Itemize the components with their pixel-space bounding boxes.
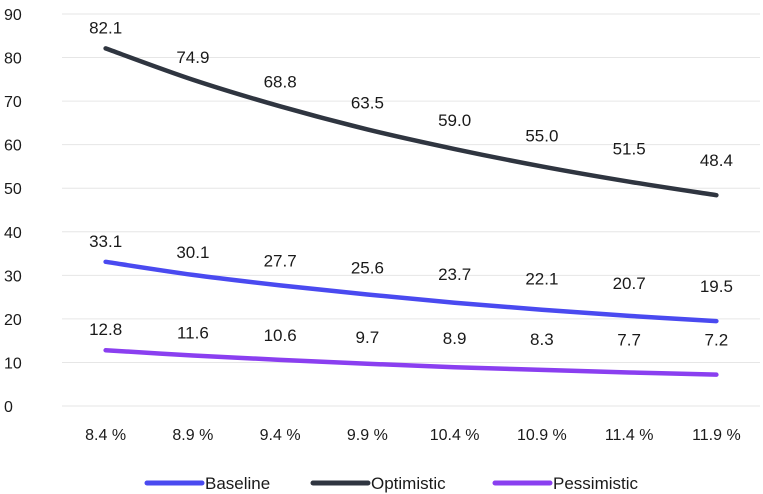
data-label-optimistic: 48.4	[700, 151, 733, 170]
x-tick-label: 8.4 %	[85, 427, 126, 444]
data-label-pessimistic: 12.8	[89, 320, 122, 339]
series-line-baseline	[103, 259, 719, 324]
data-label-baseline: 22.1	[525, 270, 558, 289]
data-label-pessimistic: 8.3	[530, 330, 554, 349]
y-tick-label: 20	[4, 312, 22, 329]
data-label-pessimistic: 8.9	[443, 329, 467, 348]
data-label-baseline: 20.7	[613, 274, 646, 293]
y-tick-label: 0	[4, 399, 13, 416]
data-label-baseline: 33.1	[89, 232, 122, 251]
x-tick-label: 8.9 %	[172, 427, 213, 444]
legend-label: Pessimistic	[553, 474, 639, 493]
y-tick-label: 70	[4, 94, 22, 111]
x-tick-label: 10.4 %	[430, 427, 480, 444]
y-tick-label: 40	[4, 225, 22, 242]
data-label-optimistic: 59.0	[438, 111, 471, 130]
data-label-optimistic: 82.1	[89, 18, 122, 37]
data-labels: 33.1 30.1 27.7 25.6 23.7 22.1 20.7 19.5 82.1 74.9…	[89, 18, 733, 349]
data-label-optimistic: 74.9	[176, 48, 209, 67]
gridlines	[62, 13, 760, 407]
data-label-optimistic: 68.8	[264, 72, 297, 91]
data-label-baseline: 25.6	[351, 258, 384, 277]
y-tick-label: 10	[4, 355, 22, 372]
data-label-baseline: 27.7	[264, 251, 297, 270]
data-label-optimistic: 55.0	[525, 126, 558, 145]
series-lines	[103, 46, 719, 377]
x-tick-label: 9.9 %	[347, 427, 388, 444]
y-tick-label: 30	[4, 268, 22, 285]
series-line-optimistic	[103, 46, 719, 198]
x-tick-label: 9.4 %	[260, 427, 301, 444]
x-tick-label: 10.9 %	[517, 427, 567, 444]
y-tick-label: 80	[4, 51, 22, 68]
legend-label: Baseline	[205, 474, 270, 493]
y-tick-label: 50	[4, 181, 22, 198]
data-label-pessimistic: 7.7	[617, 330, 641, 349]
data-label-baseline: 23.7	[438, 265, 471, 284]
x-tick-label: 11.4 %	[605, 427, 654, 444]
data-label-baseline: 30.1	[176, 243, 209, 262]
x-axis-ticks: 8.4 % 8.9 % 9.4 % 9.9 % 10.4 % 10.9 % 11.4 % 11…	[85, 427, 741, 444]
y-tick-label: 60	[4, 138, 22, 155]
data-label-pessimistic: 7.2	[705, 331, 729, 350]
x-tick-label: 11.9 %	[692, 427, 741, 444]
legend-item-optimistic[interactable]: Optimistic	[310, 474, 446, 493]
legend: Baseline Optimistic Pessimistic	[144, 474, 639, 493]
data-label-optimistic: 51.5	[613, 140, 646, 159]
y-axis-ticks: 0 10 20 30 40 50 60 70 80 90	[4, 7, 22, 416]
legend-item-baseline[interactable]: Baseline	[144, 474, 270, 493]
data-label-optimistic: 63.5	[351, 93, 384, 112]
legend-label: Optimistic	[371, 474, 446, 493]
series-line-pessimistic	[103, 347, 719, 377]
data-label-pessimistic: 9.7	[356, 328, 380, 347]
legend-item-pessimistic[interactable]: Pessimistic	[492, 474, 639, 493]
data-label-pessimistic: 11.6	[177, 323, 209, 342]
y-tick-label: 90	[4, 7, 22, 24]
data-label-baseline: 19.5	[700, 277, 733, 296]
data-label-pessimistic: 10.6	[264, 326, 297, 345]
